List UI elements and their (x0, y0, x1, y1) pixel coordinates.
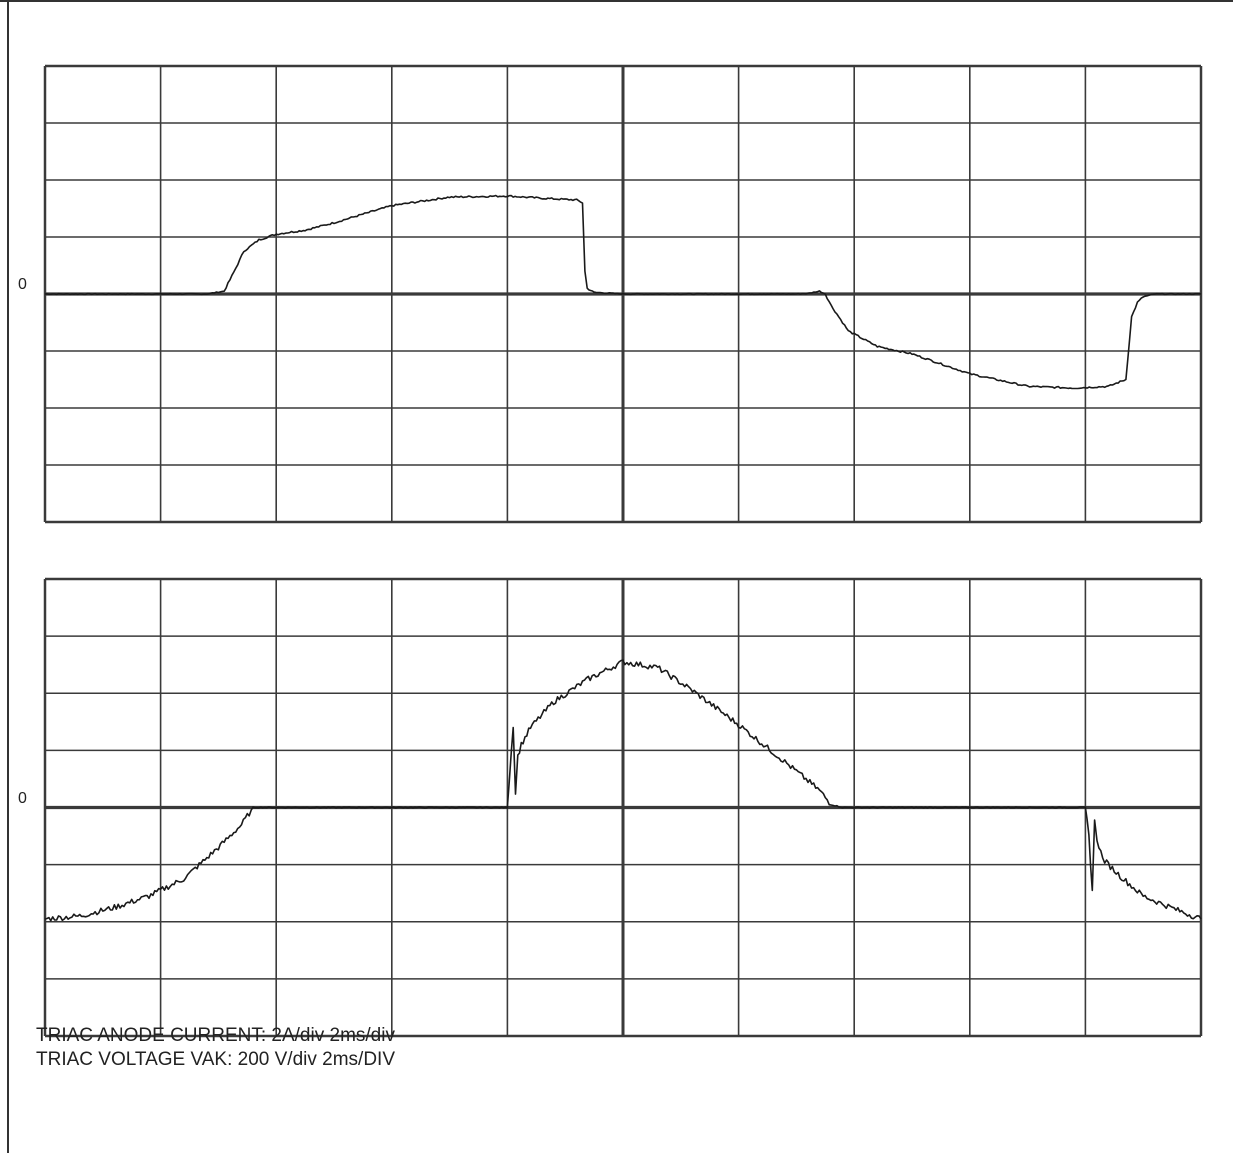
zero-level-label: 0 (18, 276, 27, 293)
voltage-scale-caption: TRIAC VOLTAGE VAK: 200 V/div 2ms/DIV (36, 1049, 395, 1070)
voltage-trace-panel: 0 (18, 577, 1203, 1038)
zero-level-label: 0 (18, 790, 27, 807)
anode-current-trace (44, 194, 1202, 390)
current-trace-panel: 0 (18, 64, 1203, 524)
current-scale-caption: TRIAC ANODE CURRENT: 2A/div 2ms/div (36, 1025, 395, 1046)
triac-voltage-trace (44, 659, 1202, 922)
